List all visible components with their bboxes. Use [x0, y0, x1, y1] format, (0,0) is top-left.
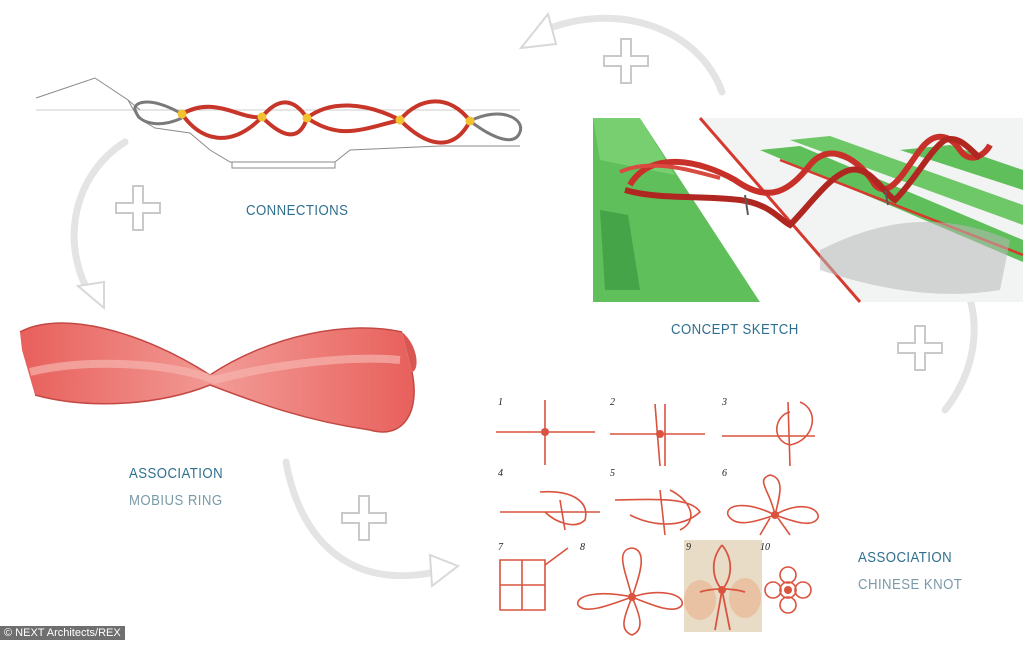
knot-step-number: 10	[760, 542, 770, 553]
plus-icon-top	[603, 38, 649, 84]
plus-icon-left	[115, 185, 161, 231]
photo-credit: © NEXT Architects/REX	[0, 626, 125, 640]
knot-step-number: 3	[722, 397, 727, 408]
knot-step-number: 4	[498, 468, 503, 479]
knot-step-number: 1	[498, 397, 503, 408]
knot-step-number: 9	[686, 542, 691, 553]
mobius-ring-label: MOBIUS RING	[129, 492, 223, 509]
knot-step-number: 2	[610, 397, 615, 408]
knot-step-number: 6	[722, 468, 727, 479]
knot-step-number: 5	[610, 468, 615, 479]
plus-icon-bottom	[341, 495, 387, 541]
mobius-ring-drawing	[19, 322, 417, 433]
concept-sketch-render	[593, 117, 1024, 303]
association-knot-label: ASSOCIATION	[858, 549, 953, 566]
association-mobius-label: ASSOCIATION	[129, 465, 224, 482]
knot-step-number: 7	[498, 542, 503, 553]
concept-sketch-label: CONCEPT SKETCH	[671, 321, 799, 338]
curved-arrow-left-icon	[70, 138, 129, 311]
curved-arrow-top-icon	[518, 11, 726, 96]
knot-step-9-photo	[684, 540, 762, 632]
knot-centers	[541, 428, 792, 601]
knot-step-number: 8	[580, 542, 585, 553]
plus-icon-right	[897, 325, 943, 371]
connections-label: CONNECTIONS	[246, 202, 349, 219]
chinese-knot-label: CHINESE KNOT	[858, 576, 963, 593]
curved-arrow-bottom-icon	[282, 458, 461, 588]
connections-drawing	[35, 77, 523, 169]
